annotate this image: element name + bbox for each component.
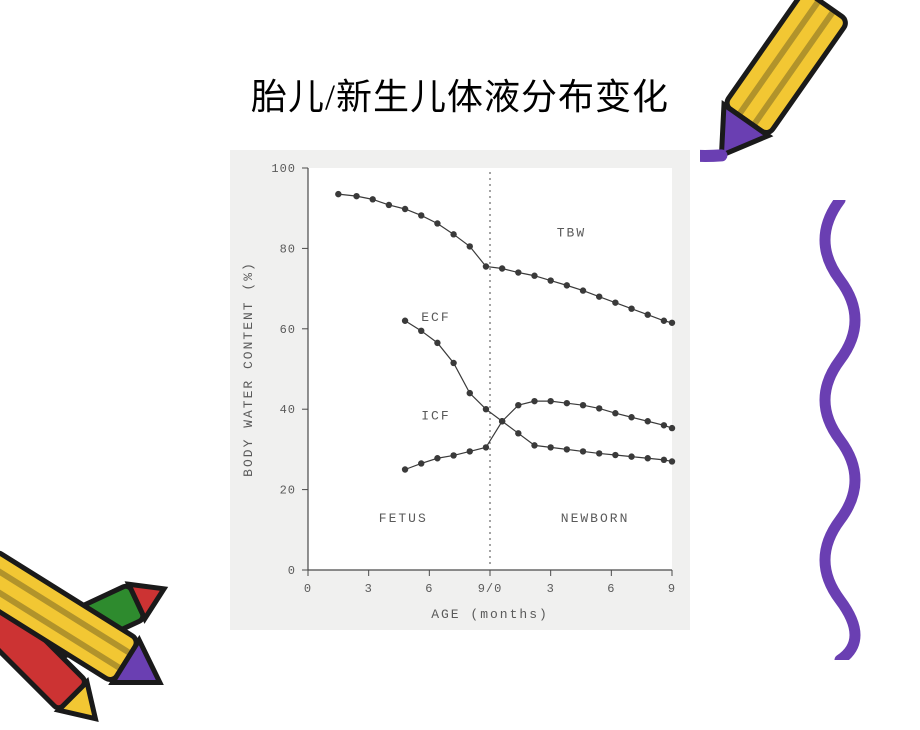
svg-text:NEWBORN: NEWBORN [561, 511, 630, 526]
svg-text:9/0: 9/0 [478, 582, 503, 596]
svg-text:TBW: TBW [557, 225, 586, 240]
crayon-decoration-bottom-left [0, 440, 240, 730]
purple-squiggle [800, 200, 880, 660]
svg-text:100: 100 [271, 162, 296, 176]
svg-text:ECF: ECF [421, 310, 450, 325]
svg-text:AGE (months): AGE (months) [431, 607, 549, 622]
body-water-chart: 0 20 40 60 80 100 0 3 6 9/0 3 6 9 TBW ECF ICF FETUS NEWBO… [230, 150, 690, 630]
svg-text:0: 0 [304, 582, 312, 596]
svg-text:ICF: ICF [421, 408, 450, 423]
svg-text:6: 6 [607, 582, 615, 596]
svg-text:FETUS: FETUS [379, 511, 428, 526]
svg-text:60: 60 [280, 323, 296, 337]
svg-text:40: 40 [280, 403, 296, 417]
svg-text:6: 6 [425, 582, 433, 596]
svg-text:3: 3 [547, 582, 555, 596]
svg-text:0: 0 [288, 564, 296, 578]
svg-text:3: 3 [365, 582, 373, 596]
svg-text:20: 20 [280, 484, 296, 498]
svg-text:BODY WATER CONTENT (%): BODY WATER CONTENT (%) [241, 261, 256, 477]
svg-text:9: 9 [668, 582, 676, 596]
slide-title: 胎儿/新生儿体液分布变化 [251, 68, 669, 120]
chart-svg: 0 20 40 60 80 100 0 3 6 9/0 3 6 9 TBW ECF ICF FETUS NEWBO… [230, 150, 690, 630]
svg-text:80: 80 [280, 242, 296, 256]
